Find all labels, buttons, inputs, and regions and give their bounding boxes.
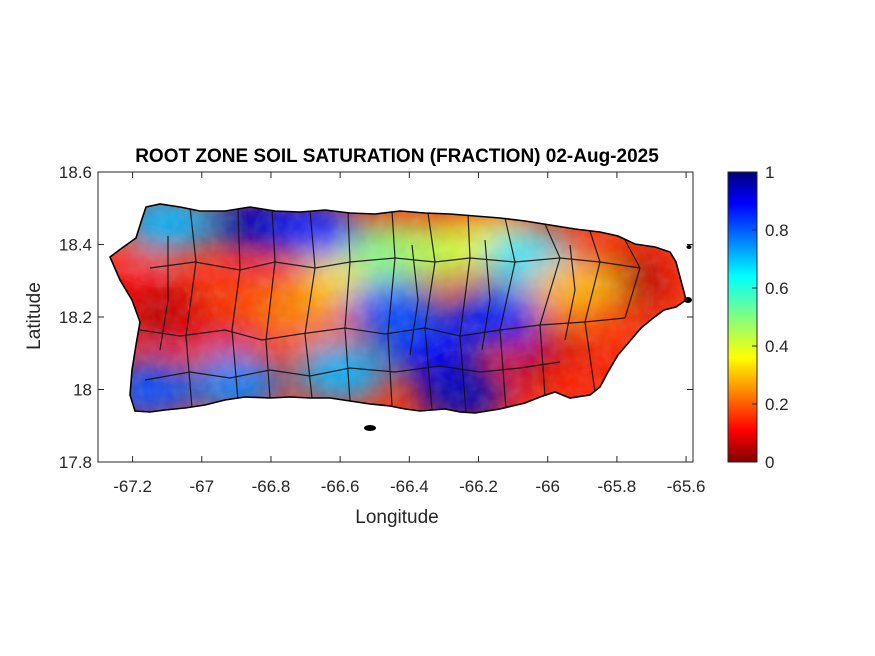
islet-caja-de-muertos bbox=[364, 425, 376, 431]
x-axis-label: Longitude bbox=[355, 507, 438, 528]
colorbar-tick-label-5: 1 bbox=[765, 163, 774, 182]
colorbar-tick-label-1: 0.2 bbox=[765, 395, 789, 414]
municipal-boundaries bbox=[139, 206, 641, 413]
y-tick-label-4: 18.6 bbox=[59, 163, 92, 182]
x-tick-label-4: -66.4 bbox=[390, 477, 429, 496]
x-tick-label-6: -66 bbox=[535, 477, 560, 496]
colorbar-tick-label-4: 0.8 bbox=[765, 221, 789, 240]
chart-title: ROOT ZONE SOIL SATURATION (FRACTION) 02-… bbox=[135, 146, 659, 167]
x-axis: -67.2 -67 -66.8 -66.6 -66.4 -66.2 -66 -65.8 -65.… bbox=[113, 172, 705, 496]
x-tick-label-0: -67.2 bbox=[113, 477, 152, 496]
x-tick-label-8: -65.6 bbox=[667, 477, 706, 496]
colorbar bbox=[727, 171, 758, 463]
islet-east bbox=[684, 297, 692, 303]
x-tick-label-5: -66.2 bbox=[459, 477, 498, 496]
colorbar-tick-label-2: 0.4 bbox=[765, 337, 789, 356]
x-tick-label-1: -67 bbox=[189, 477, 214, 496]
y-axis-label: Latitude bbox=[24, 282, 45, 350]
x-tick-label-2: -66.8 bbox=[252, 477, 291, 496]
x-tick-label-7: -65.8 bbox=[598, 477, 637, 496]
colorbar-ticks: 0 0.2 0.4 0.6 0.8 1 bbox=[752, 163, 789, 472]
y-tick-label-0: 17.8 bbox=[59, 453, 92, 472]
x-tick-label-3: -66.6 bbox=[321, 477, 360, 496]
y-axis: 17.8 18 18.2 18.4 18.6 bbox=[59, 163, 693, 472]
islet-northeast bbox=[686, 245, 692, 249]
colorbar-tick-label-0: 0 bbox=[765, 453, 774, 472]
y-tick-label-3: 18.4 bbox=[59, 236, 92, 255]
colorbar-tick-label-3: 0.6 bbox=[765, 279, 789, 298]
island-heatmap bbox=[110, 204, 686, 413]
y-tick-label-1: 18 bbox=[73, 381, 92, 400]
y-tick-label-2: 18.2 bbox=[59, 308, 92, 327]
